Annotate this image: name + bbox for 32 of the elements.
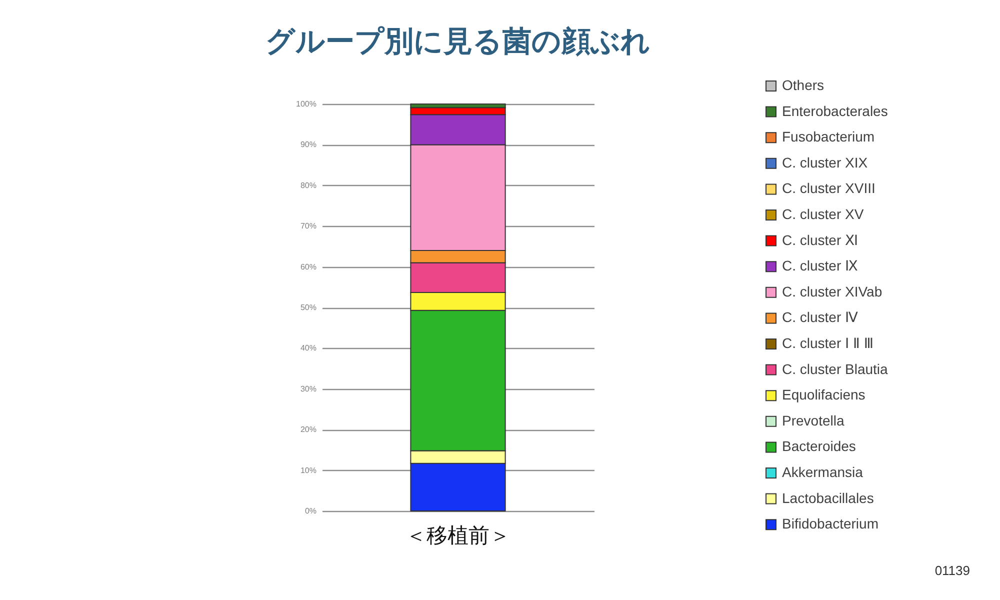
y-tick-label: 60% xyxy=(300,262,316,272)
legend-label: C. cluster Ⅸ xyxy=(782,258,858,274)
legend-label: Equolifaciens xyxy=(782,386,866,403)
legend-label: C. cluster Blautia xyxy=(782,360,888,377)
legend-label: Enterobacterales xyxy=(782,102,888,119)
y-tick-label: 100% xyxy=(296,100,316,108)
legend-label: Akkermansia xyxy=(782,464,864,480)
legend-label: Others xyxy=(782,77,824,93)
text: 01139 xyxy=(934,563,970,578)
y-tick-label: 30% xyxy=(300,384,316,394)
x-tick-label: ＜移植前＞ xyxy=(406,524,510,548)
legend-label: Fusobacterium xyxy=(782,128,875,145)
legend-label: Lactobacillales xyxy=(782,490,874,506)
legend-label: C. cluster XIX xyxy=(782,154,868,170)
legend-label: C. cluster Ⅳ xyxy=(782,309,858,326)
y-tick-label: 40% xyxy=(300,344,316,353)
y-tick-label: 70% xyxy=(300,222,316,231)
legend-label: Bacteroides xyxy=(782,438,856,454)
legend-label: C. cluster Ⅰ Ⅱ Ⅲ xyxy=(782,335,874,351)
legend-label: Bifidobacterium xyxy=(782,516,878,532)
legend-label: Prevotella xyxy=(782,412,844,428)
y-tick-label: 10% xyxy=(300,466,316,475)
y-tick-label: 50% xyxy=(300,303,316,312)
legend-label: C. cluster Ⅺ xyxy=(782,232,858,248)
legend-label: C. cluster XIVab xyxy=(782,283,882,300)
y-tick-label: 0% xyxy=(304,506,316,516)
legend-label: C. cluster XV xyxy=(782,206,864,222)
y-tick-label: 80% xyxy=(300,180,316,190)
y-tick-label: 20% xyxy=(300,425,316,434)
y-tick-label: 90% xyxy=(300,140,316,150)
legend-label: C. cluster XVIII xyxy=(782,180,876,196)
chart-title: グループ別に見る菌の顔ぶれ xyxy=(266,26,650,58)
